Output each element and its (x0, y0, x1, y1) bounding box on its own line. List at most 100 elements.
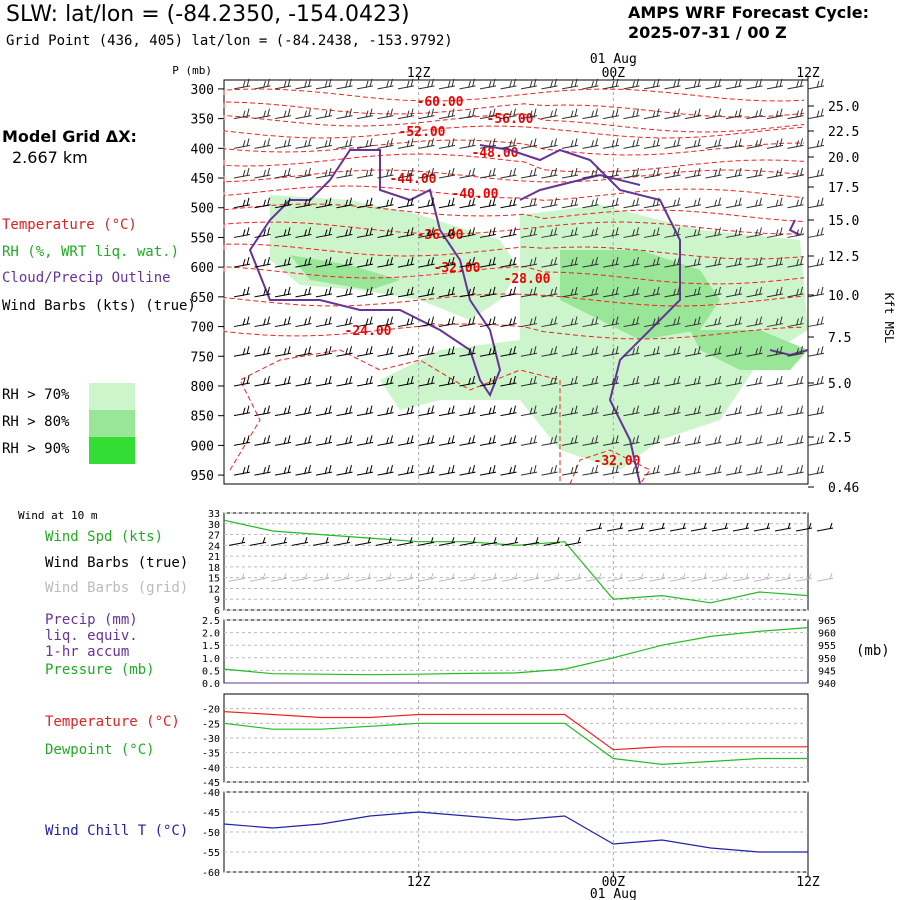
wind-barb (705, 257, 722, 268)
legend-rh: RH (%, WRT liq. wat.) (2, 244, 180, 260)
wind-barb (295, 405, 312, 417)
wind-barb (807, 375, 825, 387)
wind-barb (541, 227, 558, 238)
pressure-tick-label-0: 300 (191, 83, 214, 98)
wind-barb (541, 257, 558, 268)
wind-barb (746, 435, 763, 446)
wind-barb (295, 227, 312, 238)
wind-barb (438, 375, 456, 387)
wind-barb (787, 257, 804, 268)
wind-barb (254, 138, 271, 149)
wind-barb (356, 316, 374, 328)
wind-barb (233, 108, 251, 120)
wind10-barb-0 (228, 537, 246, 546)
wind10-grid-barb-2 (270, 573, 288, 582)
wind-barb (561, 286, 579, 298)
wind10-grid-barb-8 (396, 573, 414, 582)
wind-barb (459, 227, 476, 238)
wind-barb (684, 316, 702, 328)
wind10-barb-27 (795, 522, 813, 532)
wind10-grid-barb-21 (669, 573, 687, 582)
legend-pressure: Pressure (mb) (45, 662, 155, 678)
sounding-frame (223, 79, 809, 485)
wind10-grid-barb-25 (753, 573, 771, 582)
wind-barb (397, 346, 415, 357)
wind-barb (520, 108, 538, 120)
temp-contour-4 (223, 139, 805, 156)
wind-barb (336, 316, 353, 328)
wind-barb (725, 435, 743, 446)
wind-barb (582, 316, 599, 328)
wind10-barb-13 (501, 537, 519, 546)
wind-barb (561, 316, 579, 328)
wind-barb (725, 138, 743, 149)
wind-barb (500, 108, 517, 120)
wind10-barb-7 (375, 537, 393, 546)
wind-barb (315, 435, 333, 446)
cloud-outline-2 (519, 173, 641, 201)
wind-barb (684, 464, 702, 476)
wind-barb (664, 78, 681, 90)
wind-barb (725, 316, 743, 328)
wind-barb (438, 227, 456, 238)
wind-barb (336, 138, 353, 149)
legend-wind: Wind Barbs (kts) (true) (2, 298, 196, 314)
wind10-grid-barb-27 (795, 573, 813, 582)
wind-barb (643, 375, 661, 387)
wind10-barb-22 (690, 522, 708, 532)
wind-tick-label-2: 12 (208, 584, 220, 595)
bottom-date-label: 01 Aug (590, 887, 637, 900)
windchill-tick-label-0: -60 (202, 868, 220, 879)
wind10-barb-28 (816, 522, 834, 532)
wind-barb (561, 227, 579, 238)
wind-barb (807, 316, 825, 328)
wind-barb (807, 286, 825, 298)
wind-barb (602, 435, 620, 446)
wind-barb (459, 375, 476, 387)
wind10-grid-barb-4 (312, 573, 330, 582)
wind-barb (664, 197, 681, 209)
wind-barb (418, 316, 435, 328)
wind-barb (397, 227, 415, 238)
rh-region-1 (380, 205, 808, 470)
wind-barb (623, 167, 640, 179)
wind-barb (643, 346, 661, 357)
wind-barb (254, 197, 271, 209)
wind-barb (746, 464, 763, 476)
wind-barb (438, 257, 456, 268)
wind-barb (418, 405, 435, 417)
wind-barb (356, 405, 374, 417)
legend-precip-liq: liq. equiv. (45, 628, 138, 644)
wind-barb (766, 375, 784, 387)
wind-barb (602, 257, 620, 268)
wind-barb (787, 405, 804, 417)
wind-barb (254, 78, 271, 90)
wind-barb (643, 227, 661, 238)
wind-barb (336, 346, 353, 357)
wind-barb (705, 316, 722, 328)
wind-barb (664, 375, 681, 387)
wind-barb (274, 464, 292, 476)
windchill-tick-label-2: -50 (202, 828, 220, 839)
wind-barb (274, 286, 292, 298)
wind-barb (295, 375, 312, 387)
wind10-barb-19 (627, 522, 645, 532)
wind-barb (438, 78, 456, 90)
rh80-swatch (89, 410, 135, 437)
wind-barb (684, 78, 702, 90)
wind-barb (725, 108, 743, 120)
wind-barb (233, 316, 251, 328)
kft-tick-label-3: 17.5 (828, 181, 859, 196)
wind-barb (541, 375, 558, 387)
legend-rh70: RH > 70% (2, 387, 70, 403)
rh90-swatch (89, 437, 135, 464)
wind-barb (725, 375, 743, 387)
wind-barb (377, 286, 394, 298)
wind-barb (356, 78, 374, 90)
wind-barb (725, 346, 743, 357)
wind-barb (520, 197, 538, 209)
wind-barb (582, 197, 599, 209)
wind-barb (295, 257, 312, 268)
wind-barb (807, 78, 825, 90)
wind-barb (479, 167, 497, 179)
